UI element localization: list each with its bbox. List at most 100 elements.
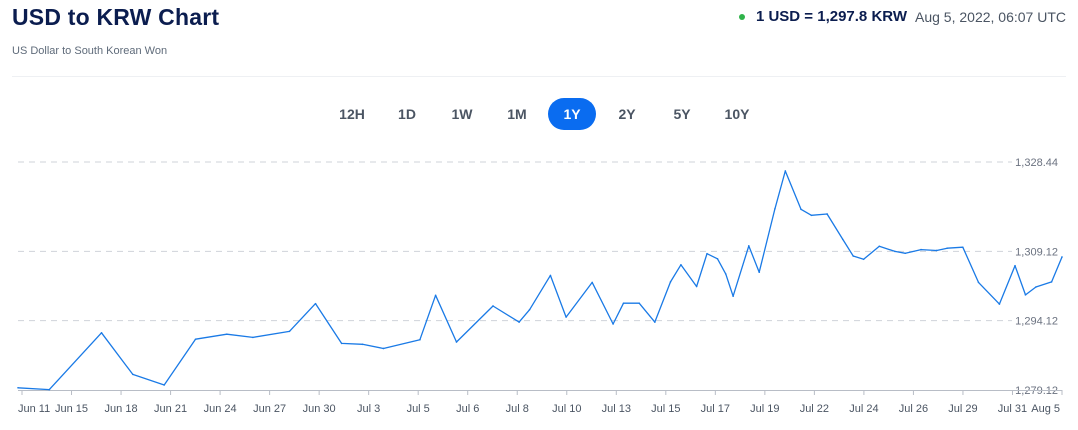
data-point: [878, 245, 881, 248]
chart-title: USD to KRW Chart: [12, 4, 220, 30]
data-point: [852, 255, 854, 257]
x-tick-label: Jun 27: [253, 403, 286, 415]
x-tick-label: Jul 15: [651, 403, 680, 415]
x-tick-label: Jul 22: [800, 403, 829, 415]
y-tick-label: 1,328.44: [1015, 157, 1058, 169]
data-point: [748, 245, 750, 247]
x-tick-label: Aug 5: [1031, 403, 1060, 415]
data-point: [862, 258, 865, 261]
data-point: [841, 238, 844, 241]
data-point: [492, 305, 494, 307]
time-range-selector: 12H 1D 1W 1M 1Y 2Y 5Y 10Y: [328, 98, 768, 130]
x-tick-label: Jul 29: [948, 403, 977, 415]
x-tick-label: Jun 18: [105, 403, 138, 415]
data-point: [810, 214, 813, 217]
x-tick-label: Jul 17: [701, 403, 730, 415]
data-point: [1035, 286, 1037, 288]
data-point: [784, 170, 787, 172]
data-point: [920, 248, 922, 251]
data-point: [132, 373, 134, 376]
range-1y-button[interactable]: 1Y: [548, 98, 596, 130]
x-tick-label: Jul 6: [456, 403, 479, 415]
x-tick-label: Jun 11: [18, 403, 50, 415]
data-point: [962, 246, 964, 249]
data-point: [894, 250, 896, 253]
data-point: [455, 341, 458, 343]
data-point: [314, 302, 317, 305]
x-tick-label: Jun 21: [154, 403, 187, 415]
range-1d-button[interactable]: 1D: [398, 106, 416, 122]
data-point: [549, 274, 552, 277]
x-tick-label: Jun 30: [303, 403, 336, 415]
data-point: [716, 258, 719, 260]
data-point: [612, 323, 614, 325]
data-point: [680, 264, 682, 266]
data-point: [706, 252, 708, 255]
data-point: [226, 333, 228, 335]
data-point: [163, 384, 165, 386]
data-point: [382, 347, 385, 350]
data-point: [1061, 256, 1063, 258]
data-point: [826, 213, 828, 215]
live-rate: 1 USD = 1,297.8 KRW Aug 5, 2022, 06:07 U…: [738, 8, 1066, 25]
y-tick-label: 1,294.12: [1015, 316, 1058, 328]
x-tick-label: Jul 5: [407, 403, 430, 415]
data-point: [48, 388, 51, 391]
data-point: [434, 294, 437, 297]
data-point: [758, 271, 761, 274]
range-10y-button[interactable]: 10Y: [724, 106, 750, 122]
data-point: [1050, 281, 1053, 283]
x-tick-label: Jul 10: [552, 403, 581, 415]
x-tick-label: Jul 24: [849, 403, 878, 415]
data-point: [638, 302, 640, 304]
data-point: [252, 336, 254, 339]
x-tick-label: Jul 8: [506, 403, 529, 415]
data-point: [419, 338, 421, 341]
series-line: [17, 170, 1063, 391]
data-point: [800, 208, 802, 211]
x-tick-label: Jul 31: [998, 403, 1027, 415]
y-tick-label: 1,309.12: [1015, 246, 1058, 258]
rate-timestamp: Aug 5, 2022, 06:07 UTC: [915, 8, 1066, 25]
x-tick-label: Jul 19: [750, 403, 779, 415]
data-point: [565, 316, 567, 318]
live-status-dot: [738, 13, 745, 20]
chart-subtitle: US Dollar to South Korean Won: [12, 45, 168, 57]
data-point: [946, 247, 948, 249]
x-tick-label: Jul 13: [602, 403, 631, 415]
data-point: [622, 302, 625, 304]
data-point: [518, 321, 520, 323]
header-divider: [12, 76, 1066, 77]
data-point: [725, 273, 727, 275]
data-point: [340, 342, 343, 345]
range-1m-button[interactable]: 1M: [507, 106, 527, 122]
data-point: [654, 321, 656, 323]
range-1w-button[interactable]: 1W: [451, 106, 473, 122]
x-tick-label: Jul 26: [899, 403, 928, 415]
data-point: [695, 285, 698, 288]
x-tick-label: Jun 24: [204, 403, 237, 415]
data-point: [977, 281, 980, 284]
data-point: [528, 308, 531, 311]
data-point: [904, 252, 907, 255]
data-point: [774, 208, 776, 210]
data-point: [288, 330, 291, 333]
x-tick-label: Jun 15: [55, 403, 88, 415]
data-point: [998, 303, 1001, 305]
data-point: [361, 343, 364, 346]
range-2y-button[interactable]: 2Y: [618, 106, 636, 122]
data-point: [17, 386, 19, 389]
data-point: [669, 281, 672, 283]
data-point: [935, 249, 938, 252]
range-12h-button[interactable]: 12H: [339, 106, 365, 122]
range-5y-button[interactable]: 5Y: [673, 106, 691, 122]
data-point: [1024, 294, 1027, 296]
rate-value: 1 USD = 1,297.8 KRW: [755, 8, 907, 25]
x-tick-label: Jul 3: [357, 403, 380, 415]
data-point: [732, 295, 734, 298]
data-point: [591, 281, 593, 284]
data-point: [1014, 264, 1016, 267]
data-point: [100, 331, 103, 334]
data-point: [194, 338, 197, 341]
